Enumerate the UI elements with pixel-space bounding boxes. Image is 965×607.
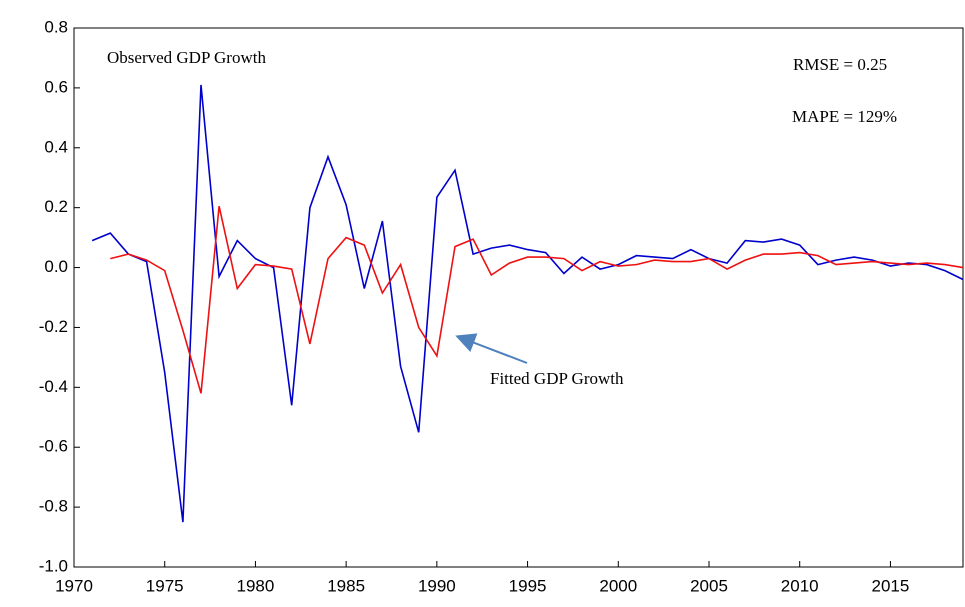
x-tick-label: 2005 bbox=[690, 576, 728, 595]
y-tick-label: 0.0 bbox=[44, 257, 68, 276]
x-tick-label: 1995 bbox=[509, 576, 547, 595]
x-tick-label: 2000 bbox=[599, 576, 637, 595]
y-tick-label: 0.2 bbox=[44, 197, 68, 216]
annotation: Observed GDP Growth bbox=[107, 48, 266, 67]
series-line bbox=[91, 84, 964, 523]
y-tick-label: 0.6 bbox=[44, 77, 68, 96]
x-tick-label: 1970 bbox=[55, 576, 93, 595]
x-tick-label: 2010 bbox=[781, 576, 819, 595]
y-tick-label: -0.6 bbox=[39, 437, 68, 456]
plot-frame bbox=[73, 27, 964, 568]
x-tick-label: 1980 bbox=[237, 576, 275, 595]
x-tick-label: 1990 bbox=[418, 576, 456, 595]
x-tick-label: 1975 bbox=[146, 576, 184, 595]
y-tick-label: -0.2 bbox=[39, 317, 68, 336]
annotation: RMSE = 0.25 bbox=[793, 55, 887, 74]
annotation: Fitted GDP Growth bbox=[490, 369, 624, 388]
y-tick-label: 0.8 bbox=[44, 17, 68, 36]
y-tick-label: -0.4 bbox=[39, 377, 68, 396]
x-tick-label: 2015 bbox=[872, 576, 910, 595]
y-tick-label: 0.4 bbox=[44, 137, 68, 156]
arrow bbox=[455, 333, 528, 364]
series-line bbox=[110, 206, 964, 394]
x-tick-label: 1985 bbox=[327, 576, 365, 595]
annotation: MAPE = 129% bbox=[792, 107, 897, 126]
y-tick-label: -1.0 bbox=[39, 556, 68, 575]
y-tick-label: -0.8 bbox=[39, 497, 68, 516]
